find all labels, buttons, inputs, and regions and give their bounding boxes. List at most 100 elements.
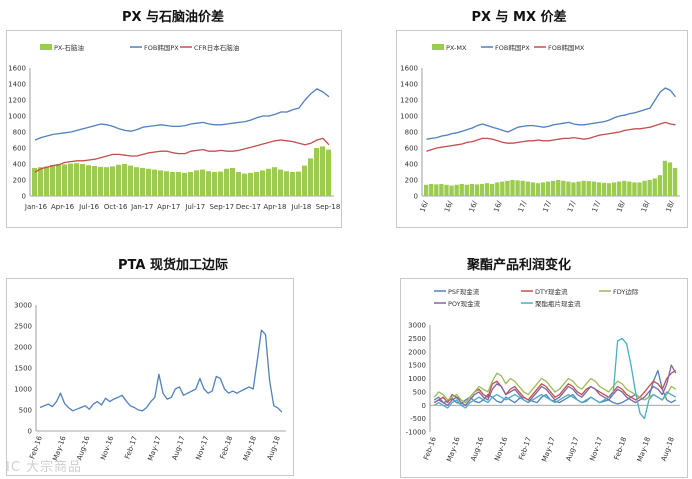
- legend-label: FDY边际: [613, 287, 639, 296]
- series-line: [433, 364, 677, 406]
- series-line: [34, 88, 330, 141]
- x-tick-label: Jul-16: [78, 203, 99, 211]
- y-tick-label: -500: [410, 415, 426, 423]
- chart-px-mx: PX 与 MX 价差 0 200 400 600 800 1000 1200 1400 1600…: [346, 0, 692, 235]
- bar: [647, 180, 652, 196]
- bar: [122, 164, 128, 196]
- x-tick-label: 17/: [517, 199, 529, 213]
- bar: [464, 184, 469, 196]
- y-tick-label: 2500: [408, 335, 426, 343]
- bar: [672, 168, 678, 196]
- x-tick-label: Dec-17: [236, 203, 261, 211]
- x-tick-label: Feb-17: [517, 436, 533, 461]
- bar: [128, 165, 134, 196]
- x-tick-label: Nov-17: [194, 435, 210, 461]
- chart-svg: -1000 -500 0 500 1000 1500 2000 2500 3000 Feb-16 M…: [406, 287, 680, 463]
- x-tick-label: Jan-17: [130, 203, 153, 211]
- bar: [510, 180, 515, 196]
- series-line: [433, 337, 677, 420]
- y-tick-label: -1000: [406, 429, 426, 437]
- bar: [86, 165, 92, 196]
- bar: [596, 182, 602, 196]
- x-tick-label: Sep-17: [209, 203, 234, 211]
- y-tick-label: 500: [413, 388, 426, 396]
- chart-pta-margin: PTA 现货加工边际 0 500 1000 1500 2000 2500 3000 Feb-1…: [0, 240, 346, 479]
- bar: [80, 164, 86, 196]
- chart-title: 聚酯产品利润变化: [466, 258, 571, 273]
- bar: [474, 184, 480, 196]
- chart-polyester-profit: 聚酯产品利润变化 -1000 -500 0 500 1000 1500 2000 2500 30…: [346, 240, 692, 479]
- x-tick-label: 16/: [468, 199, 480, 213]
- y-tick-label: 1500: [14, 365, 32, 373]
- bar: [74, 163, 80, 196]
- bar: [551, 180, 556, 196]
- legend-swatch: [40, 44, 52, 50]
- bar: [110, 166, 116, 196]
- bar: [484, 183, 490, 196]
- bar: [434, 184, 439, 196]
- bar: [50, 164, 56, 196]
- bar: [479, 184, 485, 196]
- series-line: [34, 137, 330, 173]
- y-tick-label: 0: [22, 193, 26, 201]
- y-tick-label: 0: [414, 193, 418, 201]
- y-tick-label: 200: [405, 177, 418, 185]
- bar: [627, 181, 632, 196]
- x-tick-label: Oct-16: [104, 203, 128, 211]
- y-tick-label: 400: [13, 161, 26, 169]
- bar: [152, 169, 158, 196]
- legend-label: PX-石脑油: [54, 43, 84, 52]
- series-line: [39, 329, 283, 413]
- y-tick-label: 600: [405, 145, 418, 153]
- legend-swatch: [432, 44, 444, 50]
- bar: [540, 182, 546, 196]
- y-tick-label: 1000: [408, 375, 426, 383]
- bar: [248, 172, 254, 196]
- bar: [439, 184, 444, 196]
- bar: [571, 182, 576, 196]
- bar: [500, 181, 505, 196]
- legend-label: PX-MX: [446, 44, 467, 52]
- x-tick-label: May-17: [541, 436, 557, 463]
- chart-frame: [6, 278, 294, 476]
- y-tick-label: 3000: [14, 302, 32, 310]
- x-tick-label: Apr-16: [51, 203, 75, 211]
- bar: [545, 181, 551, 196]
- x-tick-label: May-16: [445, 435, 462, 462]
- bar: [62, 164, 68, 196]
- chart-frame: [400, 278, 688, 478]
- x-tick-label: Aug-17: [171, 435, 187, 461]
- x-tick-label: May-18: [636, 436, 652, 463]
- x-tick-label: 17/: [542, 199, 554, 213]
- x-tick-label: Feb-17: [123, 435, 139, 460]
- y-tick-label: 1400: [8, 81, 26, 89]
- bar: [104, 167, 110, 196]
- legend-label: DTY现金流: [535, 287, 568, 296]
- bar: [617, 181, 622, 196]
- bar: [182, 172, 188, 196]
- bar: [206, 171, 212, 196]
- x-tick-label: Nov-16: [99, 434, 115, 461]
- x-tick-label: Feb-18: [219, 435, 235, 460]
- x-tick-label: 16/: [443, 199, 455, 213]
- bar: [525, 181, 530, 196]
- x-tick-label: 16/: [492, 199, 504, 213]
- bar: [637, 182, 642, 196]
- bar: [284, 171, 290, 196]
- bar: [242, 173, 248, 196]
- bar: [606, 183, 612, 196]
- x-tick-label: Nov-17: [588, 436, 604, 462]
- y-tick-label: 1000: [14, 386, 32, 394]
- bar: [505, 180, 510, 196]
- legend-label: PSF现金流: [448, 287, 480, 296]
- watermark: IC 大宗商品: [6, 460, 83, 475]
- series-line: [426, 121, 676, 152]
- bar: [314, 148, 320, 196]
- bar: [290, 172, 296, 196]
- bar: [566, 181, 571, 196]
- bar: [326, 149, 332, 196]
- y-tick-label: 1600: [8, 65, 26, 73]
- bar: [561, 180, 566, 196]
- bar: [591, 181, 596, 196]
